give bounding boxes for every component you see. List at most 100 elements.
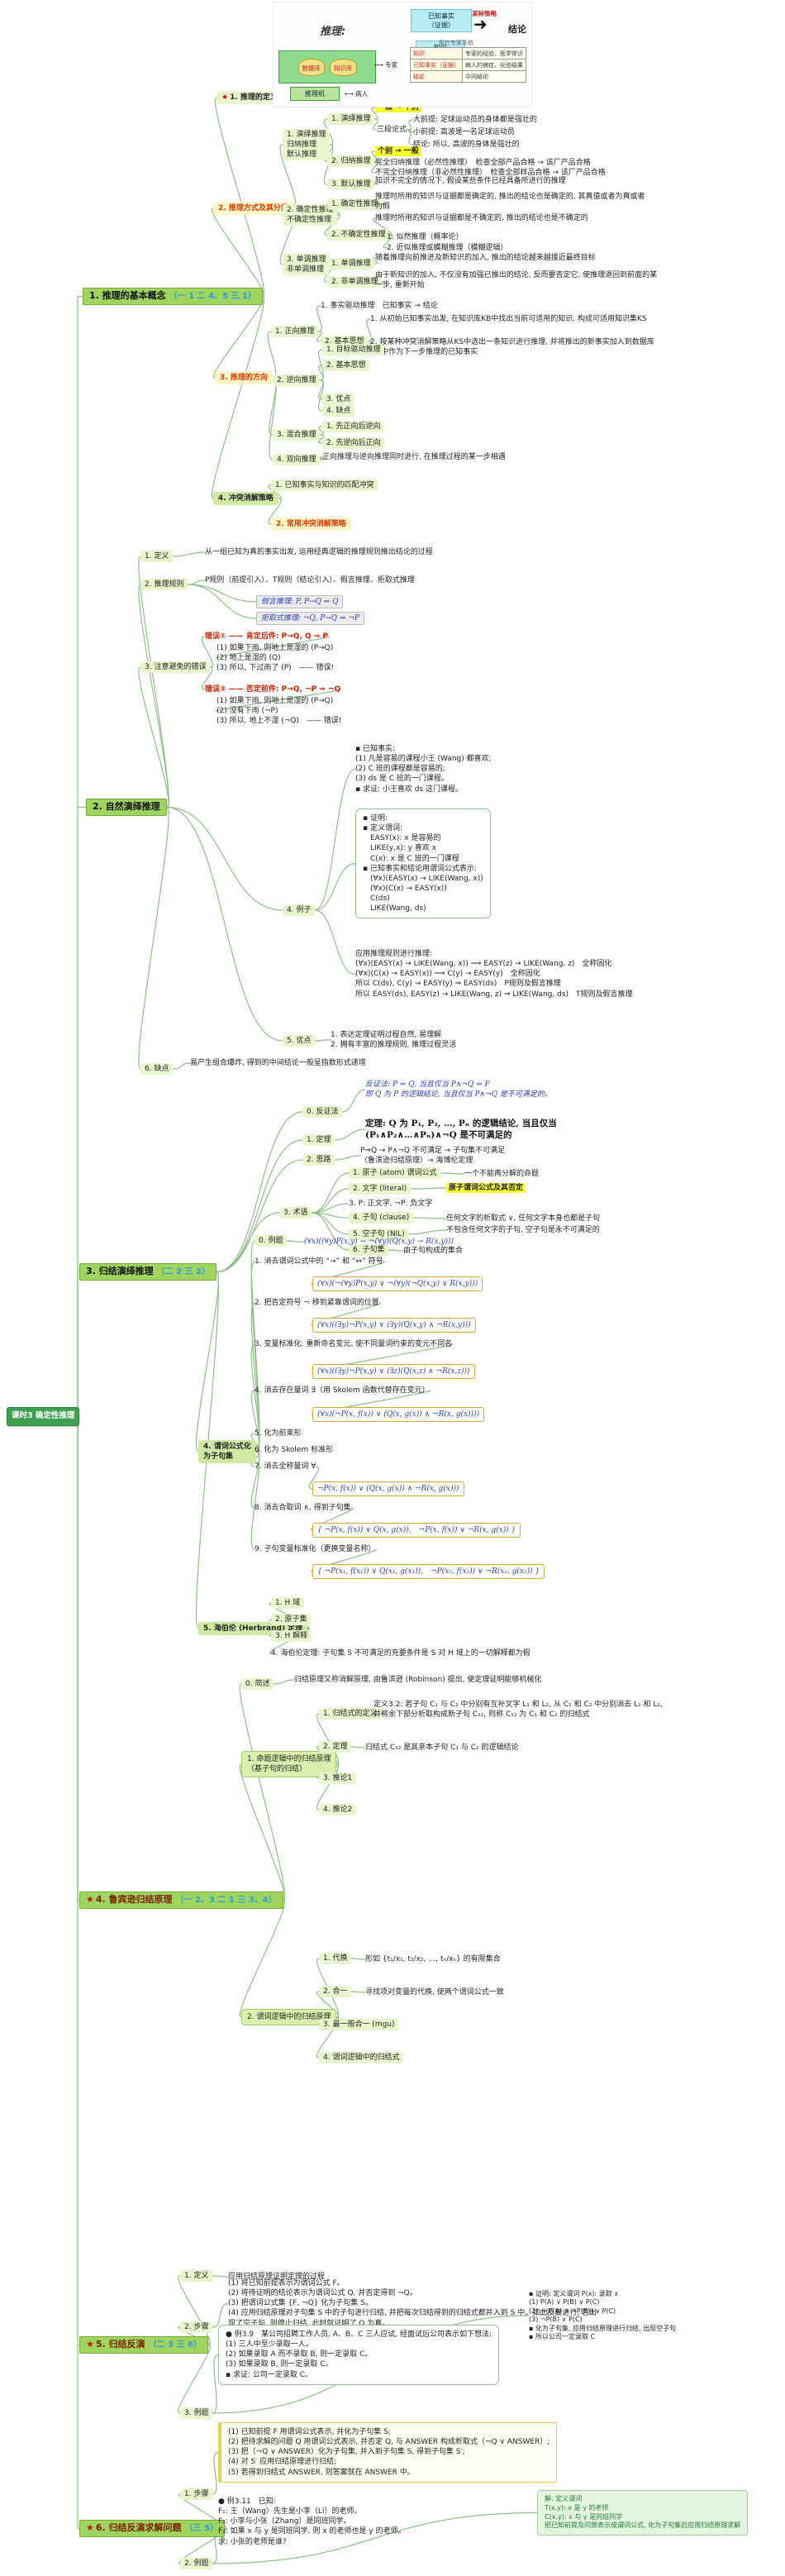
node-aexr[interactable]: 应用推理规则进行推理: (∀x)(EASY(x) → LIKE(Wang, x)… bbox=[355, 949, 633, 999]
node-pintrod[interactable]: 归结原理又称消解原理, 由鲁滨逊 (Robinson) 提出, 使定理证明能够机… bbox=[294, 1675, 541, 1685]
node-s9[interactable]: 9. 子句变量标准化（更换变量名称） bbox=[255, 1544, 375, 1554]
node-dir3[interactable]: 3. 混合推理 bbox=[273, 429, 321, 441]
node-qsteps[interactable]: 2. 步骤 bbox=[180, 2321, 213, 2334]
node-f2a[interactable]: 由于新知识的加入, 不仅没有加强已推出的结论, 反而要否定它, 使推理退回到前面… bbox=[375, 270, 664, 290]
node-adis1[interactable]: 易产生组合爆炸, 得到的中间结论一般呈指数形式递增 bbox=[190, 1058, 366, 1068]
node-qex[interactable]: 3. 例题 bbox=[180, 2407, 213, 2420]
node-d3a[interactable]: 知识不完全的情况下, 假设某些条件已经具备所进行的推理 bbox=[375, 176, 566, 186]
node-pp1[interactable]: 1. 归结式的定义 bbox=[319, 1708, 382, 1720]
node-rconv[interactable]: 4. 谓词公式化 为子句集 bbox=[198, 1440, 256, 1464]
node-s9d[interactable]: { ¬P(x₁, f(x₁)) ∨ Q(x₁, g(x₁)), ¬P(x₂, f… bbox=[312, 1564, 545, 1580]
node-wex[interactable]: 2. 例题 bbox=[180, 2558, 213, 2570]
node-e2[interactable]: 2. 不确定性推理 bbox=[327, 229, 390, 241]
node-adefd[interactable]: 从一组已知为真的事实出发, 运用经典逻辑的推理规则推出结论的过程 bbox=[205, 547, 433, 557]
node-t5d[interactable]: 不包含任何文字的子句, 空子句是永不可满足的 bbox=[446, 1225, 600, 1235]
node-rrefd[interactable]: 反证法: P ⇒ Q, 当且仅当 P∧¬Q ⇔ F 即 Q 为 P 的逻辑结论,… bbox=[365, 1080, 552, 1100]
node-rthmd[interactable]: 定理: Q 为 P₁, P₂, …, Pₙ 的逻辑结论, 当且仅当 (P₁∧P₂… bbox=[365, 1118, 557, 1141]
node-dir2a[interactable]: 1. 目标驱动推理 bbox=[322, 344, 385, 356]
node-pd1d[interactable]: 形如 {t₁/x₁, t₂/x₂, …, tₙ/xₙ} 的有限集合 bbox=[365, 1954, 501, 1964]
node-amis2[interactable]: 错误② —— 否定前件: P→Q, ¬P ⇒ ¬Q bbox=[205, 685, 340, 694]
node-e2a[interactable]: 推理时所用的知识与证据都是不确定的, 推出的结论也是不确定的 bbox=[375, 213, 588, 223]
node-f1a[interactable]: 随着推理向前推进及新知识的加入, 推出的结论越来越接近最终目标 bbox=[375, 253, 596, 263]
node-t1[interactable]: 1. 原子 (atom) 谓词公式 bbox=[349, 1167, 441, 1180]
node-amis1[interactable]: 错误① —— 肯定后件: P→Q, Q ⇒ P bbox=[205, 632, 328, 642]
node-pp1d[interactable]: 定义3.2: 若子句 C₁ 与 C₂ 中分别有互补文字 L₁ 和 L₂, 从 C… bbox=[373, 1700, 663, 1720]
node-b2[interactable]: 2. 自然演绎推理 bbox=[86, 799, 167, 816]
node-g3[interactable]: 3. 单调推理 非单调推理 bbox=[283, 254, 331, 276]
node-pp2[interactable]: 2. 定理 bbox=[319, 1741, 352, 1753]
node-h2[interactable]: 2. 原子集 bbox=[271, 1614, 312, 1626]
node-b6[interactable]: ★ 6. 归结反演求解问题 （三 5） bbox=[79, 2520, 225, 2537]
node-dir2[interactable]: 2. 逆向推理 bbox=[273, 374, 321, 387]
node-f2[interactable]: 2. 非单调推理 bbox=[327, 276, 383, 289]
node-aruled[interactable]: P规则（前提引入）、T规则（结论引入）、假言推理、拒取式推理 bbox=[205, 575, 415, 585]
node-aexp[interactable]: ▪ 证明: ▪ 定义谓词: EASY(x): x 是容易的 LIKE(y,x):… bbox=[355, 809, 491, 919]
node-dir2b[interactable]: 2. 基本思想 bbox=[322, 360, 370, 372]
node-pintro[interactable]: 0. 简述 bbox=[241, 1678, 274, 1691]
node-rref[interactable]: 0. 反证法 bbox=[302, 1106, 343, 1119]
node-s8[interactable]: 8. 消去合取词 ∧, 得到子句集 bbox=[255, 1503, 351, 1513]
node-aadv1[interactable]: 1. 表达定理证明过程自然, 易理解 2. 拥有丰富的推理规则, 推理过程灵活 bbox=[331, 1030, 456, 1050]
node-qdef[interactable]: 1. 定义 bbox=[180, 2270, 213, 2283]
node-t4[interactable]: 4. 子句 (clause) bbox=[349, 1212, 414, 1224]
node-t5[interactable]: 5. 空子句 (NIL) bbox=[349, 1228, 409, 1241]
node-n1dir[interactable]: 3. 推理的方向 bbox=[215, 371, 273, 385]
node-wstepsd[interactable]: (1) 已知前提 F 用谓词公式表示, 并化为子句集 S; (2) 把待求解的问… bbox=[218, 2422, 558, 2483]
node-d1b1[interactable]: 大前提: 足球运动员的身体都是强壮的 bbox=[413, 115, 537, 125]
node-dir1b2[interactable]: 2. 按某种冲突消解策略从KS中选出一条知识进行推理, 并将推出的新事实加入到数… bbox=[370, 337, 659, 357]
node-b5[interactable]: ★ 5. 归结反演 （二 3 三 6） bbox=[79, 2336, 208, 2354]
node-e1[interactable]: 1. 确定性推理 bbox=[327, 198, 383, 211]
node-dir1[interactable]: 1. 正向推理 bbox=[271, 326, 319, 338]
node-s7[interactable]: 7. 消去全称量词 ∀ bbox=[255, 1462, 316, 1472]
node-aadv[interactable]: 5. 优点 bbox=[283, 1035, 316, 1047]
node-aexq[interactable]: ▪ 已知事实: (1) 凡是容易的课程小王 (Wang) 都喜欢; (2) C … bbox=[355, 744, 492, 794]
node-ridead[interactable]: P⇒Q → P∧¬Q 不可满足 → 子句集不可满足 （鲁滨逊归结原理）→ 海博伦… bbox=[360, 1146, 505, 1166]
node-d1[interactable]: 1. 演绎推理 bbox=[327, 113, 375, 126]
node-pd1[interactable]: 1. 代换 bbox=[319, 1953, 352, 1965]
node-ridea[interactable]: 2. 思路 bbox=[302, 1154, 335, 1166]
node-dir2d[interactable]: 4. 缺点 bbox=[322, 405, 355, 417]
node-pp4[interactable]: 4. 推论2 bbox=[319, 1804, 357, 1816]
node-pd4[interactable]: 4. 谓词逻辑中的归结式 bbox=[319, 2052, 404, 2064]
node-dir4a[interactable]: 正向推理与逆向推理同时进行, 在推理过程的某一步相遇 bbox=[322, 452, 506, 462]
node-f1[interactable]: 1. 单调推理 bbox=[327, 258, 375, 270]
node-h1[interactable]: 1. H 域 bbox=[271, 1597, 305, 1610]
node-qexd[interactable]: ● 例3.9 某公司招聘工作人员, A、B、C 三人应试, 经面试后公司表示如下… bbox=[218, 2325, 499, 2385]
node-g1[interactable]: 1. 演绎推理 归纳推理 默认推理 bbox=[283, 129, 331, 161]
node-dir3b[interactable]: 2. 先逆向后正向 bbox=[322, 437, 385, 450]
node-d3[interactable]: 3. 默认推理 bbox=[327, 179, 375, 191]
node-n1def[interactable]: ★ 1. 推理的定义 bbox=[216, 91, 283, 105]
node-conf2[interactable]: 2. 常用冲突消解策略 bbox=[271, 518, 351, 532]
node-ppred[interactable]: 2. 谓词逻辑中的归结原理 bbox=[241, 2009, 337, 2026]
node-s8d[interactable]: { ¬P(x, f(x)) ∨ Q(x, g(x)), ¬P(x, f(x)) … bbox=[312, 1523, 521, 1538]
node-aex[interactable]: 4. 例子 bbox=[283, 904, 316, 917]
node-t6[interactable]: 6. 子句集 bbox=[349, 1244, 389, 1257]
node-pp2d[interactable]: 归结式 C₁₂ 是其亲本子句 C₁ 与 C₂ 的逻辑结论 bbox=[365, 1743, 518, 1753]
node-s3[interactable]: 3. 变量标准化: 重新命名变元, 使不同量词约束的变元不同名 bbox=[255, 1339, 452, 1349]
node-t2[interactable]: 2. 文字 (literal) bbox=[349, 1183, 412, 1195]
node-ar2[interactable]: 拒取式推理: ¬Q, P→Q ⇒ ¬P bbox=[256, 612, 364, 626]
node-s4d[interactable]: (∀x)(¬P(x, f(x)) ∨ (Q(x, g(x)) ∧ ¬R(x, g… bbox=[312, 1407, 485, 1423]
node-dir1b1[interactable]: 1. 从初始已知事实出发, 在知识库KB中找出当前可适用的知识, 构成可适用知识… bbox=[370, 314, 647, 324]
node-pd2d[interactable]: 寻找项对变量的代换, 使两个谓词公式一致 bbox=[365, 1987, 504, 1997]
node-d2b[interactable]: 完全归纳推理（必然性推理） 检查全部产品合格 → 该厂产品合格 bbox=[375, 158, 591, 168]
node-n1conf[interactable]: 4. 冲突消解策略 bbox=[213, 492, 278, 506]
node-pd3[interactable]: 3. 最一般合一 (mgu) bbox=[319, 2019, 399, 2031]
node-adis[interactable]: 6. 缺点 bbox=[140, 1063, 174, 1076]
node-s7d[interactable]: ¬P(x, f(x)) ∨ (Q(x, g(x)) ∧ ¬R(x, g(x))) bbox=[312, 1481, 464, 1497]
node-s1[interactable]: 1. 消去谓词公式中的 “→” 和 “↔” 符号 bbox=[255, 1257, 383, 1267]
node-pp3[interactable]: 3. 推论1 bbox=[319, 1772, 357, 1785]
node-s0d[interactable]: (∀x)((∀y)P(x,y) → ¬(∀y)(Q(x,y) → R(x,y))… bbox=[304, 1237, 454, 1247]
node-s2d[interactable]: (∀x)((∃y)¬P(x,y) ∨ (∃y)(Q(x,y) ∧ ¬R(x,y)… bbox=[312, 1318, 476, 1333]
node-adef[interactable]: 1. 定义 bbox=[140, 551, 174, 563]
node-d2a[interactable]: 个别 → 一般 bbox=[375, 146, 421, 157]
node-h4[interactable]: 4. 海伯伦定理: 子句集 S 不可满足的充要条件是 S 对 H 域上的一切解释… bbox=[271, 1648, 530, 1658]
node-amis2a[interactable]: (1) 如果下雨, 则地上是湿的 (P→Q) (2) 没有下雨 (¬P) (3)… bbox=[216, 696, 341, 726]
node-rterm[interactable]: 3. 术语 bbox=[279, 1207, 312, 1219]
node-ar1[interactable]: 假言推理: P, P→Q ⇒ Q bbox=[256, 595, 344, 609]
node-b3[interactable]: 3. 归结演绎推理 （二 2 三 2） bbox=[79, 1263, 217, 1281]
node-pd2[interactable]: 2. 合一 bbox=[319, 1986, 352, 1998]
node-s6[interactable]: 6. 化为 Skolem 标准形 bbox=[255, 1445, 333, 1455]
node-e2c[interactable]: 2. 近似推理或模糊推理（模糊逻辑） bbox=[387, 243, 507, 253]
node-s2[interactable]: 2. 把否定符号 ¬ 移到紧靠谓词的位置 bbox=[255, 1298, 379, 1308]
